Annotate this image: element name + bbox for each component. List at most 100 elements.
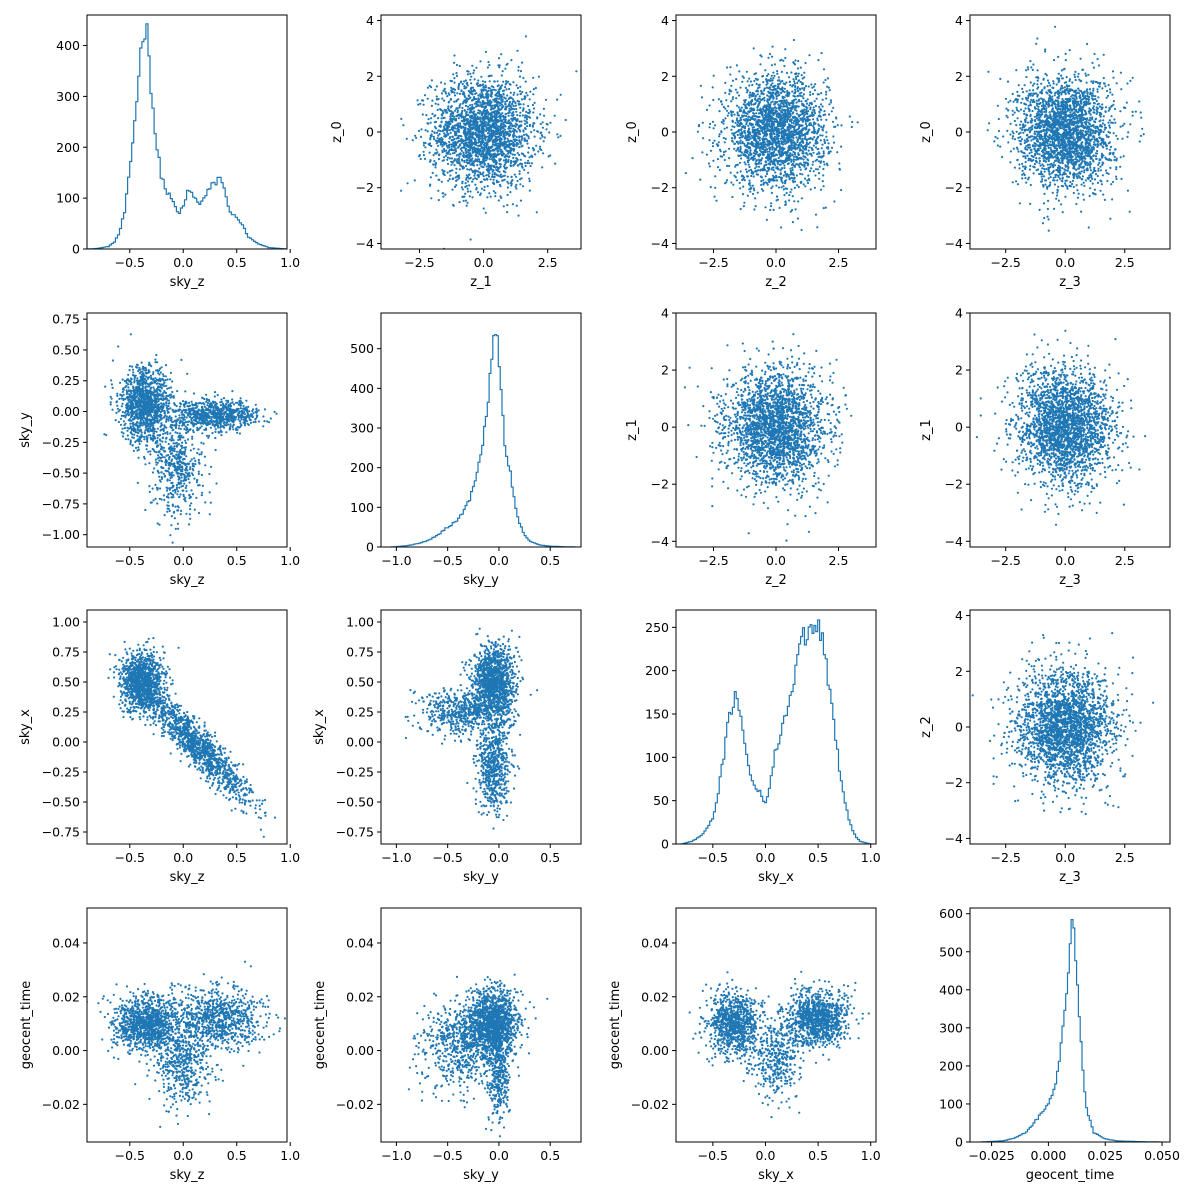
scatter-point: [481, 138, 484, 141]
scatter-point: [434, 102, 437, 105]
scatter-point: [802, 161, 806, 164]
scatter-point: [718, 168, 722, 172]
scatter-point: [519, 158, 522, 161]
scatter-point: [490, 136, 494, 139]
scatter-point: [807, 163, 810, 166]
scatter-point: [796, 140, 799, 144]
scatter-point: [752, 187, 755, 190]
scatter-point: [756, 106, 759, 109]
scatter-point: [780, 58, 783, 61]
scatter-point: [807, 85, 810, 88]
scatter-point: [802, 158, 805, 161]
scatter-point: [514, 129, 517, 132]
scatter-point: [748, 181, 751, 184]
scatter-point: [518, 120, 521, 123]
scatter-point: [440, 117, 443, 120]
scatter-point: [482, 207, 485, 210]
scatter-point: [776, 166, 779, 169]
scatter-point: [798, 166, 801, 169]
scatter-point: [502, 134, 505, 137]
scatter-point: [468, 133, 471, 136]
scatter-point: [753, 157, 757, 160]
scatter-point: [778, 120, 781, 123]
scatter-point: [432, 163, 435, 166]
scatter-point: [757, 169, 760, 172]
scatter-point: [741, 178, 744, 182]
scatter-point: [758, 165, 761, 168]
scatter-point: [481, 80, 484, 83]
scatter-point: [463, 116, 466, 119]
scatter-point: [822, 152, 825, 155]
scatter-point: [437, 103, 440, 106]
scatter-point: [435, 85, 438, 88]
scatter-point: [418, 155, 421, 158]
scatter-point: [487, 93, 490, 96]
scatter-point: [483, 160, 486, 163]
scatter-point: [763, 99, 766, 102]
scatter-point: [525, 120, 528, 123]
scatter-point: [816, 117, 819, 120]
scatter-point: [801, 140, 805, 143]
scatter-point: [778, 144, 781, 147]
scatter-point: [742, 76, 745, 79]
scatter-point: [827, 142, 830, 145]
scatter-point: [813, 100, 816, 103]
scatter-point: [449, 174, 452, 177]
scatter-point: [504, 67, 507, 70]
scatter-point: [737, 106, 741, 109]
scatter-point: [486, 151, 489, 154]
scatter-point: [455, 154, 458, 157]
scatter-point: [517, 127, 520, 130]
scatter-point: [754, 205, 757, 208]
scatter-point: [788, 157, 791, 160]
scatter-point: [503, 121, 506, 124]
scatter-point: [708, 139, 711, 142]
scatter-point: [760, 183, 763, 186]
scatter-point: [771, 82, 774, 85]
scatter-point: [454, 140, 457, 143]
scatter-point: [816, 226, 819, 229]
scatter-point: [753, 154, 756, 158]
scatter-point: [778, 112, 781, 115]
scatter-point: [748, 119, 751, 122]
scatter-point: [488, 165, 491, 168]
scatter-point: [516, 99, 519, 103]
scatter-point: [499, 165, 502, 168]
scatter-point: [468, 126, 471, 129]
scatter-point: [756, 109, 759, 112]
scatter-point: [493, 152, 496, 155]
scatter-point: [453, 94, 457, 97]
scatter-point: [523, 133, 526, 136]
scatter-point: [760, 162, 763, 165]
scatter-point: [756, 93, 759, 96]
scatter-point: [518, 136, 521, 139]
scatter-point: [729, 73, 732, 76]
scatter-point: [457, 130, 460, 133]
scatter-point: [511, 125, 514, 128]
scatter-point: [773, 137, 776, 140]
scatter-point: [484, 211, 487, 214]
scatter-point: [738, 110, 741, 113]
scatter-point: [764, 146, 767, 149]
scatter-point: [730, 84, 733, 87]
scatter-point: [783, 140, 787, 143]
scatter-point: [796, 122, 799, 125]
scatter-point: [741, 140, 744, 144]
scatter-point: [499, 113, 502, 116]
scatter-point: [750, 101, 753, 104]
scatter-point: [788, 110, 791, 113]
scatter-point: [728, 88, 731, 91]
scatter-point: [761, 153, 765, 156]
scatter-point: [747, 142, 750, 145]
scatter-point: [754, 128, 757, 131]
scatter-point: [428, 151, 431, 154]
scatter-point: [449, 136, 452, 139]
scatter-point: [507, 80, 510, 83]
scatter-point: [792, 158, 796, 161]
scatter-point: [766, 125, 769, 128]
scatter-point: [700, 96, 704, 99]
scatter-point: [747, 116, 750, 119]
scatter-point: [494, 163, 497, 166]
scatter-point: [827, 86, 831, 89]
scatter-point: [780, 176, 784, 180]
